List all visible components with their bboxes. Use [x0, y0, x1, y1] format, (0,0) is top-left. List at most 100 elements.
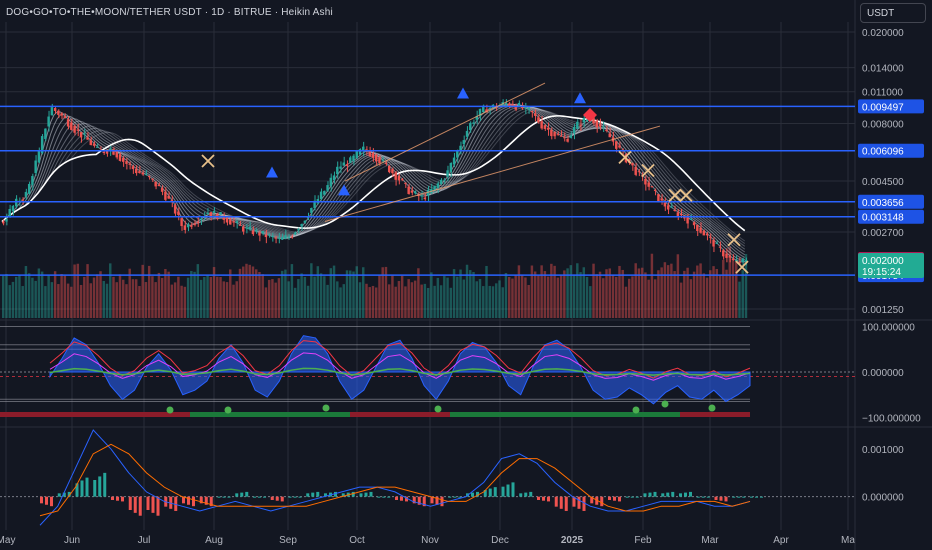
- volume-bar: [699, 263, 702, 318]
- candle-body: [109, 148, 112, 151]
- y-tick-label: 0.002700: [862, 228, 904, 239]
- macd-histogram-bar: [280, 496, 284, 502]
- volume-bar: [365, 283, 368, 318]
- volume-bar: [248, 264, 251, 318]
- candle-body: [608, 133, 611, 138]
- x-tick-label: Jun: [64, 535, 80, 546]
- y-tick-label: 0.014000: [862, 64, 904, 75]
- volume-bar: [449, 287, 453, 318]
- osc-status-strip: [610, 412, 620, 417]
- candle-body: [235, 221, 238, 224]
- volume-bar: [475, 281, 478, 318]
- candle-body: [209, 212, 213, 216]
- volume-bar: [57, 284, 60, 318]
- macd-histogram-bar: [724, 496, 728, 502]
- x-tick-label: Oct: [349, 535, 365, 546]
- osc-status-strip: [330, 412, 340, 417]
- volume-bar: [462, 279, 466, 318]
- level-price-tag-text: 0.009497: [862, 102, 904, 113]
- osc-status-strip: [210, 412, 220, 417]
- volume-bar: [180, 285, 183, 318]
- osc-status-strip: [720, 412, 730, 417]
- osc-status-strip: [500, 412, 510, 417]
- osc-status-strip: [50, 412, 60, 417]
- candle-body: [443, 179, 446, 181]
- level-price-tag: [858, 99, 924, 114]
- volume-bar: [79, 284, 83, 318]
- candle-body: [115, 151, 118, 158]
- volume-bar: [134, 279, 138, 318]
- candle-body: [722, 250, 725, 257]
- candle-body: [264, 234, 268, 238]
- volume-bar: [206, 275, 209, 318]
- candle-body: [644, 178, 647, 185]
- macd-histogram-bar: [737, 496, 741, 498]
- candle-body: [70, 122, 73, 130]
- candle-body: [44, 128, 47, 140]
- macd-histogram-bar: [440, 496, 444, 507]
- macd-histogram-bar: [67, 491, 71, 497]
- candle-body: [653, 190, 657, 192]
- volume-bar: [423, 283, 427, 318]
- volume-bar: [550, 263, 553, 318]
- macd-histogram-bar: [590, 496, 594, 504]
- volume-bar: [709, 270, 712, 318]
- macd-line: [39, 429, 751, 526]
- candle-body: [709, 236, 712, 238]
- osc-status-strip: [400, 412, 410, 417]
- candle-body: [105, 150, 109, 154]
- volume-bar: [167, 271, 170, 318]
- candle-body: [637, 171, 641, 173]
- candle-body: [465, 130, 469, 137]
- candle-body: [86, 137, 89, 140]
- candle-body: [37, 150, 41, 163]
- macd-histogram-bar: [359, 493, 363, 497]
- volume-bar: [478, 279, 482, 318]
- volume-bar: [666, 265, 670, 318]
- volume-bar: [258, 271, 261, 318]
- candle-body: [543, 125, 547, 129]
- candle-body: [128, 163, 131, 165]
- volume-bar: [290, 264, 294, 318]
- osc-status-strip: [0, 412, 10, 417]
- candle-body: [329, 177, 333, 187]
- candle-body: [507, 103, 511, 107]
- macd-histogram-bar: [653, 491, 657, 497]
- candle-body: [27, 183, 31, 194]
- osc-y-tick-label: −100.000000: [862, 413, 921, 424]
- candle-body: [293, 232, 297, 235]
- candle-body: [563, 137, 566, 139]
- candle-body: [242, 226, 245, 232]
- volume-bar: [186, 277, 190, 318]
- volume-bar: [339, 287, 342, 318]
- volume-bar: [118, 274, 122, 318]
- volume-bar: [692, 271, 696, 318]
- macd-histogram-bar: [253, 496, 256, 498]
- osc-status-strip: [140, 412, 150, 417]
- osc-status-strip: [70, 412, 80, 417]
- volume-bar: [92, 277, 96, 318]
- volume-bar: [96, 274, 99, 318]
- candle-body: [384, 162, 388, 164]
- osc-status-strip: [710, 412, 720, 417]
- volume-bar: [102, 280, 105, 318]
- osc-status-strip: [170, 412, 180, 417]
- macd-histogram-bar: [714, 496, 718, 500]
- osc-status-strip: [10, 412, 20, 417]
- candle-body: [53, 108, 57, 111]
- volume-bar: [280, 270, 284, 318]
- macd-y-tick-label: 0.001000: [862, 445, 904, 456]
- macd-histogram-bar: [529, 491, 533, 497]
- osc-status-strip: [700, 412, 710, 417]
- ma-ribbon-line: [1, 108, 746, 244]
- osc-area: [49, 335, 751, 405]
- volume-bar: [122, 279, 125, 318]
- y-tick-label: 0.008000: [862, 120, 904, 131]
- osc-status-strip: [100, 412, 110, 417]
- volume-bar: [657, 270, 660, 318]
- candle-body: [238, 224, 242, 226]
- candle-body: [138, 171, 141, 174]
- macd-histogram-bar: [537, 496, 540, 500]
- currency-button[interactable]: USDT: [860, 3, 926, 23]
